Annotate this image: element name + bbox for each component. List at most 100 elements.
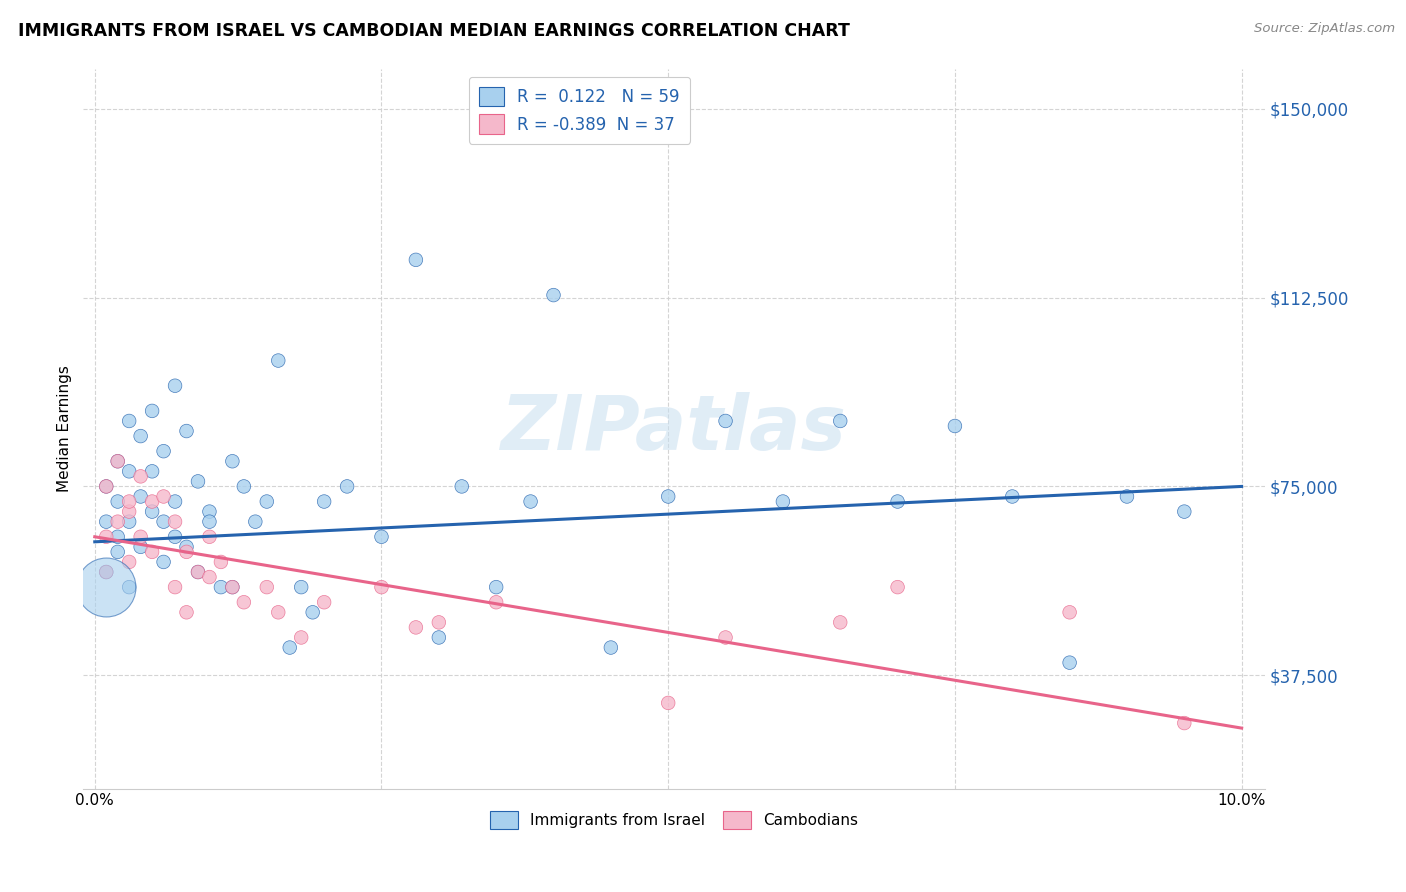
Point [187, 475, 209, 489]
Point [267, 605, 290, 619]
Point [1173, 716, 1195, 731]
Point [152, 490, 174, 504]
Point [1059, 605, 1081, 619]
Point [278, 640, 301, 655]
Point [118, 414, 141, 428]
Point [1001, 490, 1024, 504]
Point [657, 490, 679, 504]
Point [232, 479, 254, 493]
Point [163, 494, 186, 508]
Point [96, 530, 118, 544]
Point [163, 580, 186, 594]
Point [96, 515, 118, 529]
Point [118, 464, 141, 478]
Point [118, 555, 141, 569]
Point [485, 595, 508, 609]
Point [427, 615, 450, 630]
Point [163, 378, 186, 392]
Point [336, 479, 359, 493]
Point [245, 515, 267, 529]
Point [96, 580, 118, 594]
Point [118, 515, 141, 529]
Point [886, 580, 908, 594]
Point [141, 404, 163, 418]
Text: ZIPatlas: ZIPatlas [501, 392, 846, 466]
Point [267, 353, 290, 368]
Point [198, 570, 221, 584]
Point [96, 479, 118, 493]
Point [107, 530, 129, 544]
Point [176, 540, 198, 554]
Point [176, 605, 198, 619]
Point [370, 580, 392, 594]
Point [830, 414, 852, 428]
Point [943, 419, 966, 434]
Point [141, 505, 163, 519]
Point [221, 454, 243, 468]
Point [152, 555, 174, 569]
Point [714, 414, 737, 428]
Point [209, 580, 232, 594]
Point [107, 494, 129, 508]
Point [118, 494, 141, 508]
Point [96, 565, 118, 579]
Point [96, 565, 118, 579]
Point [221, 580, 243, 594]
Point [232, 595, 254, 609]
Point [290, 631, 312, 645]
Point [209, 555, 232, 569]
Point [107, 515, 129, 529]
Point [1116, 490, 1139, 504]
Point [450, 479, 472, 493]
Point [198, 515, 221, 529]
Point [830, 615, 852, 630]
Point [256, 580, 278, 594]
Point [405, 620, 427, 634]
Point [657, 696, 679, 710]
Point [290, 580, 312, 594]
Point [519, 494, 541, 508]
Point [301, 605, 323, 619]
Point [427, 631, 450, 645]
Point [176, 545, 198, 559]
Point [141, 545, 163, 559]
Point [1059, 656, 1081, 670]
Point [198, 530, 221, 544]
Legend: Immigrants from Israel, Cambodians: Immigrants from Israel, Cambodians [484, 805, 863, 835]
Point [107, 454, 129, 468]
Text: IMMIGRANTS FROM ISRAEL VS CAMBODIAN MEDIAN EARNINGS CORRELATION CHART: IMMIGRANTS FROM ISRAEL VS CAMBODIAN MEDI… [18, 22, 851, 40]
Point [141, 494, 163, 508]
Point [129, 530, 152, 544]
Point [314, 494, 336, 508]
Point [107, 545, 129, 559]
Point [163, 530, 186, 544]
Point [129, 540, 152, 554]
Point [772, 494, 794, 508]
Point [96, 479, 118, 493]
Point [599, 640, 621, 655]
Point [314, 595, 336, 609]
Point [152, 444, 174, 458]
Point [129, 469, 152, 483]
Point [485, 580, 508, 594]
Point [221, 580, 243, 594]
Point [714, 631, 737, 645]
Point [543, 288, 565, 302]
Y-axis label: Median Earnings: Median Earnings [58, 365, 72, 492]
Point [370, 530, 392, 544]
Point [107, 454, 129, 468]
Point [129, 429, 152, 443]
Point [256, 494, 278, 508]
Point [163, 515, 186, 529]
Point [405, 252, 427, 267]
Text: Source: ZipAtlas.com: Source: ZipAtlas.com [1254, 22, 1395, 36]
Point [152, 515, 174, 529]
Point [118, 580, 141, 594]
Point [1173, 505, 1195, 519]
Point [187, 565, 209, 579]
Point [118, 505, 141, 519]
Point [141, 464, 163, 478]
Point [129, 490, 152, 504]
Point [198, 505, 221, 519]
Point [886, 494, 908, 508]
